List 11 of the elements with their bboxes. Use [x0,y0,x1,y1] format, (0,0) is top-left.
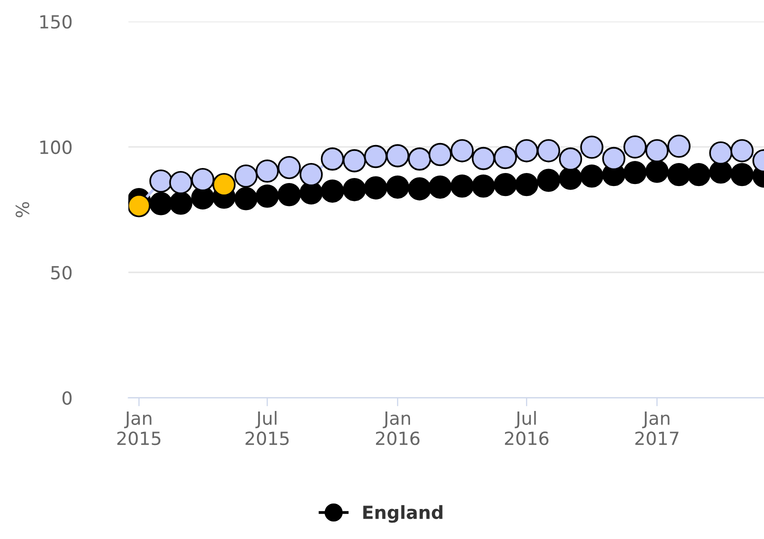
x-tick-label: Jan 2016 [376,412,420,446]
y-tick-label: 0 [62,391,72,405]
y-tick-label: 50 [51,266,72,280]
x-tick-label: Jul 2016 [504,410,548,446]
y-tick-label: 100 [40,140,72,154]
y-tick-label: 150 [40,15,72,29]
x-tick-label: Jul 2015 [246,410,289,446]
x-tick-label: Jan 2015 [117,412,160,446]
y-axis-title: % [16,202,30,218]
legend-label: England [363,505,442,523]
x-tick-label: Jan 2017 [635,412,678,446]
